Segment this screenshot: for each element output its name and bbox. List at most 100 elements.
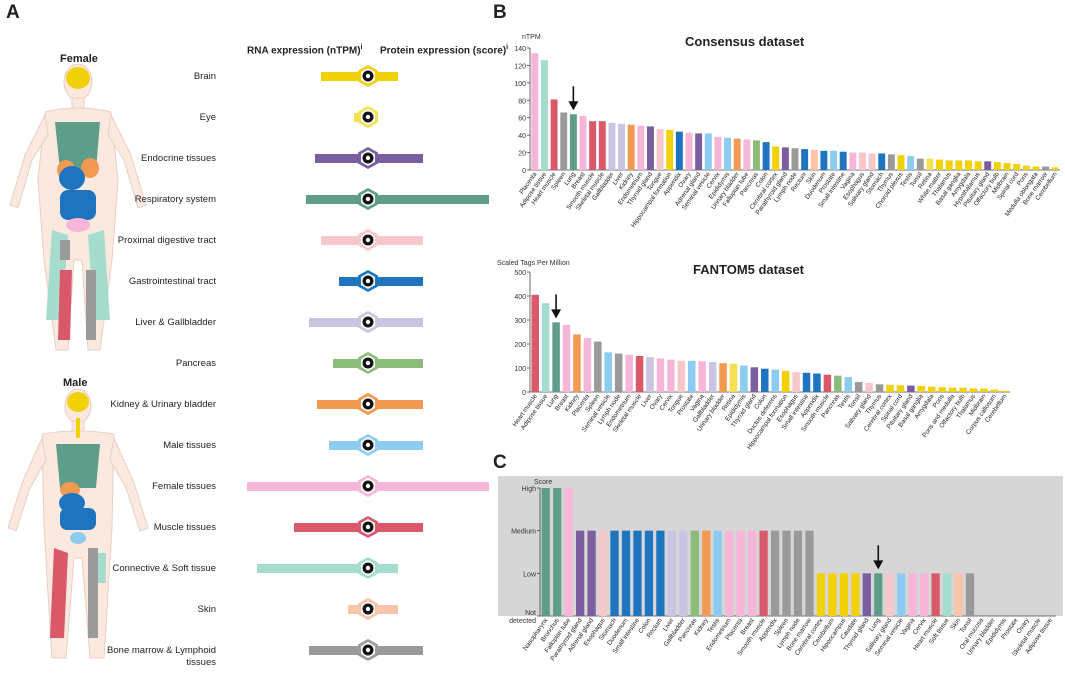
bar [604,352,613,392]
bar [990,389,999,392]
bar [896,385,905,392]
tissue-hexagon-icon [358,557,378,579]
bar [920,573,929,616]
bar [801,149,809,170]
bar [633,530,642,616]
panel-b-label: B [493,2,507,23]
bar [644,530,654,616]
y-tick-label: 500 [514,270,526,277]
bar [583,338,592,392]
bar [541,488,550,616]
bar [704,133,712,170]
bar [562,324,571,392]
protein-bar [368,646,423,655]
tissue-hexagon-icon [358,106,378,128]
protein-bar [368,154,423,163]
tissue-hexagon-icon [358,270,378,292]
bar [828,573,837,616]
y-tick-label: 0 [522,390,526,397]
bar [993,162,1001,170]
bar [1051,167,1059,170]
tissue-hexagon-icon [358,434,378,456]
bar [702,530,711,616]
bar [945,160,953,170]
rna-bar [294,523,368,532]
rna-bar [315,154,368,163]
male-label: Male [63,377,88,389]
bar [656,358,665,392]
bar [849,152,857,170]
bar [564,488,573,616]
tissue-label: Pancreas [175,358,216,369]
panel-c-label: C [493,452,507,473]
tissue-label: Proximal digestive tract [117,235,216,246]
bar [750,367,759,392]
bar [820,150,828,170]
bar [858,152,866,170]
bar [714,136,722,170]
bar [907,385,915,392]
bar [531,53,539,170]
bar [646,126,654,170]
bar [608,122,616,170]
tissue-hexagon-icon [358,598,378,620]
protein-score-bar-chart: NotdetectedLowMediumHighNasopharynxBronc… [498,476,1063,662]
bar [948,387,957,392]
bar [897,155,905,170]
bar [885,573,894,616]
bar [531,294,539,392]
bar [752,140,760,170]
bar [830,150,838,170]
bar [637,125,645,170]
panel-a-label: A [6,2,20,23]
protein-bar [368,605,398,614]
female-body-illustration [9,63,147,351]
bar [810,149,818,170]
bar [553,488,562,616]
bar [635,356,644,392]
y-tick-label: 300 [514,318,526,325]
y-tick-label: 100 [514,366,526,373]
bar [865,382,873,392]
rna-bar [321,236,368,245]
bar [839,573,848,616]
y-tick-label: 100 [514,81,526,88]
rna-bar [339,277,368,286]
tissue-label: Male tissues [163,440,216,451]
bar [761,368,769,392]
bar [964,160,972,170]
bar [1001,390,1009,392]
bar [771,369,779,392]
bar [552,322,560,392]
bar [685,132,693,170]
tissue-hexagon-icon [358,639,378,661]
bar [813,373,821,392]
y-tick-label: 400 [514,294,526,301]
bar [916,158,924,170]
bar [736,530,745,616]
protein-bar [368,72,398,81]
bar [569,114,577,170]
bar [698,361,706,392]
tissue-hexagon-icon [358,311,378,333]
rna-bar [321,72,368,81]
tissue-label: Female tissues [152,481,216,492]
bar [1013,163,1021,170]
bar [878,153,886,170]
rna-expression-header: RNA expression (nTPM)i [247,44,363,57]
bar [936,159,944,170]
bar [667,359,675,392]
y-tick-label: 40 [518,133,526,140]
bar [875,384,884,392]
tissue-hexagon-icon [358,352,378,374]
bar [573,334,581,392]
bar [1003,163,1011,170]
protein-bar [368,523,423,532]
y-tick-label: 60 [518,116,526,123]
y-tick-label: 120 [514,63,526,70]
bar [851,573,860,616]
bar [927,386,936,392]
bar [725,530,734,616]
tissue-label: Kidney & Urinary bladder [110,399,216,410]
